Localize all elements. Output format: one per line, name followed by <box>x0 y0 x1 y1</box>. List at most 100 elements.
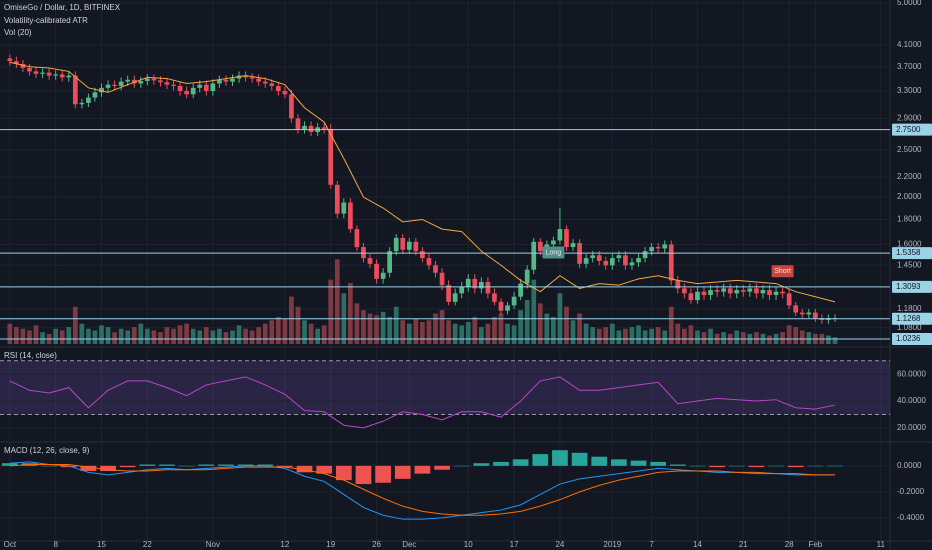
candle-body <box>295 118 301 130</box>
candle-body <box>498 301 504 311</box>
y-tick-label: 3.7000 <box>897 62 922 71</box>
histogram-bar <box>296 465 313 473</box>
volume-bar <box>740 332 746 344</box>
y-tick-label: 2.0000 <box>897 192 922 201</box>
pane-title: MACD (12, 26, close, 9) <box>4 446 90 455</box>
x-tick-label: Feb <box>808 540 822 549</box>
volume-bar <box>826 335 831 344</box>
volume-bar <box>767 335 772 344</box>
candle-body <box>465 278 471 287</box>
y-tick-label: 1.6000 <box>897 240 922 249</box>
volume-bar <box>655 327 661 344</box>
histogram-bar <box>41 465 57 467</box>
candle-body <box>243 75 248 78</box>
volume-bar <box>780 332 785 344</box>
macd-line <box>9 464 835 516</box>
y-tick-label: 4.1000 <box>897 40 922 49</box>
volume-bar <box>367 313 373 344</box>
volume-bar <box>217 328 222 344</box>
candle-body <box>583 258 589 264</box>
volume-bar <box>629 327 635 344</box>
candle-body <box>564 229 569 248</box>
volume-bar <box>636 325 641 344</box>
candle-body <box>642 251 648 259</box>
volume-bar <box>596 328 602 344</box>
candle-body <box>158 80 163 83</box>
candle-body <box>524 269 530 284</box>
atr-line <box>9 61 836 303</box>
volume-bar <box>793 327 799 344</box>
volume-bar <box>40 332 45 344</box>
histogram-bar <box>100 465 116 472</box>
histogram-bar <box>355 465 372 485</box>
candle-body <box>79 102 85 105</box>
volume-bar <box>230 330 235 344</box>
candle-body <box>531 241 537 270</box>
level-tag-label: 1.1268 <box>896 314 921 323</box>
volume-bar <box>138 323 144 344</box>
candle-body <box>177 85 183 92</box>
volume-bar <box>321 325 327 344</box>
y-tick-label: 1.1800 <box>897 304 922 313</box>
volume-bar <box>577 313 582 344</box>
volume-bar <box>688 325 694 344</box>
candle-body <box>551 240 556 245</box>
volume-bar <box>420 321 425 344</box>
volume-bar <box>439 310 445 344</box>
volume-bar <box>164 327 170 344</box>
volume-bar <box>72 306 78 344</box>
candle-body <box>452 293 458 302</box>
annotation-label: Short <box>774 268 791 275</box>
level-tag <box>892 247 932 260</box>
histogram-bar <box>394 465 411 479</box>
candle-body <box>256 78 262 82</box>
volume-bar <box>99 325 104 344</box>
volume-bar <box>570 320 576 344</box>
histogram-bar <box>139 464 156 466</box>
candle-body <box>262 81 268 84</box>
histogram-bar <box>335 465 352 481</box>
histogram-bar <box>493 461 509 466</box>
candle-body <box>14 61 19 64</box>
volume-bar <box>275 316 281 344</box>
volume-bar <box>498 313 504 344</box>
volume-bar <box>20 328 26 344</box>
candle-body <box>662 244 668 249</box>
candle-body <box>806 312 812 315</box>
volume-bar <box>465 321 471 344</box>
volume-bar <box>131 327 137 344</box>
volume-bar <box>223 332 229 344</box>
x-tick-label: 10 <box>464 540 473 549</box>
candle-body <box>780 291 785 294</box>
candle-body <box>275 85 281 92</box>
y-tick-label: 1.8000 <box>897 215 922 224</box>
level-tag <box>892 280 932 293</box>
volume-bar <box>302 320 307 344</box>
level-tag-label: 2.7500 <box>896 125 921 134</box>
histogram-bar <box>414 465 431 474</box>
volume-bar <box>518 310 523 344</box>
y-tick-label: 2.9000 <box>897 114 922 123</box>
volume-bar <box>609 323 615 344</box>
candle-body <box>223 79 229 82</box>
volume-bar <box>118 328 124 344</box>
volume-bar <box>649 328 654 344</box>
candle-body <box>734 290 740 294</box>
candle-body <box>20 63 26 68</box>
volume-bar <box>374 315 379 344</box>
y-tick-label: 60.0000 <box>897 369 926 378</box>
candle-body <box>92 92 98 98</box>
histogram-bar <box>316 465 333 474</box>
candle-body <box>46 72 52 76</box>
volume-bar <box>125 330 131 344</box>
candle-body <box>754 288 759 294</box>
volume-bar <box>243 328 248 344</box>
x-tick-label: 15 <box>97 540 106 549</box>
candle-body <box>609 258 615 266</box>
candle-body <box>623 255 628 266</box>
volume-bar <box>151 330 157 344</box>
volume-bar <box>27 330 32 344</box>
candle-body <box>328 128 334 185</box>
histogram-bar <box>119 465 136 468</box>
